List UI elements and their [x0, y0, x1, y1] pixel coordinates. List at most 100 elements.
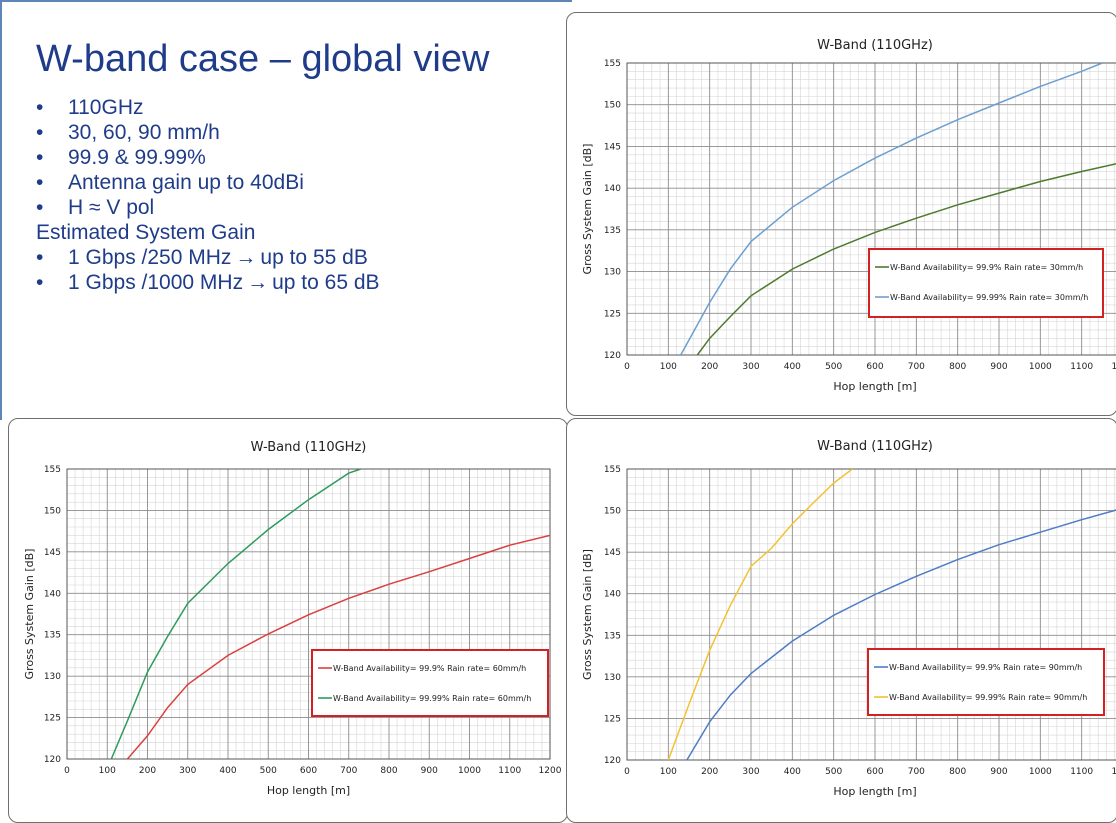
- chart-title: W-Band (110GHz): [251, 440, 367, 455]
- x-tick-label: 400: [784, 362, 801, 372]
- x-tick-label: 600: [866, 767, 883, 777]
- x-tick-label: 1200: [1112, 362, 1116, 372]
- x-tick-label: 700: [340, 766, 357, 776]
- x-tick-label: 300: [742, 362, 759, 372]
- chart-90mmh: 0 100 200 300 400 500 600 700 800 900 1000 1100 1200…: [581, 439, 1116, 798]
- chart-title: W-Band (110GHz): [817, 38, 933, 53]
- y-tick-label: 135: [44, 631, 61, 641]
- gain-left-text: 1 Gbps /250 MHz: [68, 246, 232, 269]
- gain-left-text: 1 Gbps /1000 MHz: [68, 271, 244, 294]
- arrow-right-icon: →: [247, 271, 269, 294]
- x-tick-label: 0: [624, 362, 630, 372]
- bullet-text: 99.9 & 99.99%: [68, 146, 206, 169]
- y-tick-label: 150: [604, 101, 621, 111]
- x-tick-label: 1000: [1029, 362, 1052, 372]
- bullet-dot: •: [36, 171, 44, 194]
- series-line-1: [110, 469, 362, 759]
- legend-label: W-Band Availability= 99.9% Rain rate= 60…: [333, 664, 526, 673]
- y-tick-label: 155: [604, 59, 621, 69]
- y-tick-label: 140: [604, 184, 621, 194]
- legend-box: [311, 649, 549, 717]
- x-tick-label: 300: [742, 767, 759, 777]
- x-tick-label: 400: [219, 766, 236, 776]
- y-axis-label: Gross System Gain [dB]: [581, 549, 594, 680]
- x-tick-label: 300: [179, 766, 196, 776]
- x-tick-label: 600: [866, 362, 883, 372]
- gain-right-text: up to 55 dB: [260, 246, 368, 269]
- x-tick-label: 1100: [1070, 362, 1093, 372]
- bullet-text: Antenna gain up to 40dBi: [68, 171, 304, 194]
- chart-60mmh: 0 100 200 300 400 500 600 700 800 900 1000 1100 1200…: [23, 440, 562, 797]
- bullet-dot: •: [36, 271, 44, 294]
- y-tick-label: 145: [604, 548, 621, 558]
- x-tick-label: 1100: [498, 766, 521, 776]
- legend-box: [868, 248, 1104, 318]
- y-axis-label: Gross System Gain [dB]: [581, 144, 594, 275]
- y-tick-label: 120: [604, 351, 621, 361]
- x-axis-label: Hop length [m]: [267, 784, 350, 797]
- x-tick-label: 1100: [1070, 767, 1093, 777]
- legend-label: W-Band Availability= 99.99% Rain rate= 3…: [890, 293, 1088, 302]
- y-tick-label: 155: [604, 465, 621, 475]
- y-tick-label: 140: [604, 590, 621, 600]
- bullet-text: 30, 60, 90 mm/h: [68, 121, 220, 144]
- slide-title: W-band case – global view: [36, 38, 490, 80]
- text-panel: W-band case – global view • 110GHz • 30, 6…: [0, 0, 572, 420]
- subheading: Estimated System Gain: [36, 221, 256, 244]
- bullet-list: • 110GHz • 30, 60, 90 mm/h • 99.9 & 99.99% …: [36, 95, 556, 295]
- x-tick-label: 200: [701, 362, 718, 372]
- x-tick-label: 1000: [1029, 767, 1052, 777]
- bullet-item: • H ≈ V pol: [36, 195, 556, 220]
- bullet-dot: •: [36, 96, 44, 119]
- bullet-item: • Antenna gain up to 40dBi: [36, 170, 556, 195]
- y-tick-label: 120: [604, 756, 621, 766]
- legend-label: W-Band Availability= 99.9% Rain rate= 90…: [889, 663, 1082, 672]
- y-tick-label: 140: [44, 589, 61, 599]
- series-line-0: [126, 534, 550, 759]
- x-tick-label: 400: [784, 767, 801, 777]
- bullet-dot: •: [36, 121, 44, 144]
- y-tick-label: 145: [604, 142, 621, 152]
- x-tick-label: 0: [624, 767, 630, 777]
- legend-label: W-Band Availability= 99.9% Rain rate= 30…: [890, 263, 1083, 272]
- x-tick-label: 900: [990, 362, 1007, 372]
- x-tick-label: 0: [64, 766, 70, 776]
- x-tick-label: 500: [825, 362, 842, 372]
- series-line-1: [680, 63, 1103, 355]
- x-tick-label: 100: [99, 766, 116, 776]
- x-tick-label: 800: [380, 766, 397, 776]
- x-tick-label: 200: [701, 767, 718, 777]
- bullet-dot: •: [36, 246, 44, 269]
- y-tick-label: 150: [44, 506, 61, 516]
- x-axis-label: Hop length [m]: [833, 380, 916, 393]
- y-tick-label: 135: [604, 226, 621, 236]
- series-line-1: [667, 469, 853, 760]
- chart-panel-30mmh: 0 100 200 300 400 500 600 700 800 900 1000 1100 1200…: [566, 12, 1116, 416]
- x-tick-label: 900: [421, 766, 438, 776]
- legend-label: W-Band Availability= 99.99% Rain rate= 6…: [333, 694, 531, 703]
- gain-right-text: up to 65 dB: [272, 271, 380, 294]
- bullet-item: • 99.9 & 99.99%: [36, 145, 556, 170]
- x-axis-label: Hop length [m]: [833, 785, 916, 798]
- plot-frame: [66, 468, 551, 760]
- y-tick-label: 150: [604, 507, 621, 517]
- x-tick-label: 100: [660, 362, 677, 372]
- y-tick-label: 155: [44, 465, 61, 475]
- x-tick-label: 700: [908, 362, 925, 372]
- x-tick-label: 500: [260, 766, 277, 776]
- y-axis-label: Gross System Gain [dB]: [23, 549, 36, 680]
- chart-panel-60mmh: 0 100 200 300 400 500 600 700 800 900 1000 1100 1200…: [8, 418, 568, 823]
- plot-frame: [626, 468, 1116, 761]
- bullet-dot: •: [36, 196, 44, 219]
- gain-bullet: • 1 Gbps /1000 MHz → up to 65 dB: [36, 270, 556, 295]
- x-tick-label: 200: [139, 766, 156, 776]
- x-tick-label: 700: [908, 767, 925, 777]
- x-tick-label: 900: [990, 767, 1007, 777]
- arrow-right-icon: →: [235, 246, 257, 269]
- chart-panel-90mmh: 0 100 200 300 400 500 600 700 800 900 1000 1100 1200…: [566, 418, 1116, 823]
- x-tick-label: 1000: [458, 766, 481, 776]
- y-tick-label: 145: [44, 548, 61, 558]
- chart-30mmh: 0 100 200 300 400 500 600 700 800 900 1000 1100 1200…: [581, 38, 1116, 393]
- y-tick-label: 130: [44, 672, 61, 682]
- y-tick-label: 125: [604, 714, 621, 724]
